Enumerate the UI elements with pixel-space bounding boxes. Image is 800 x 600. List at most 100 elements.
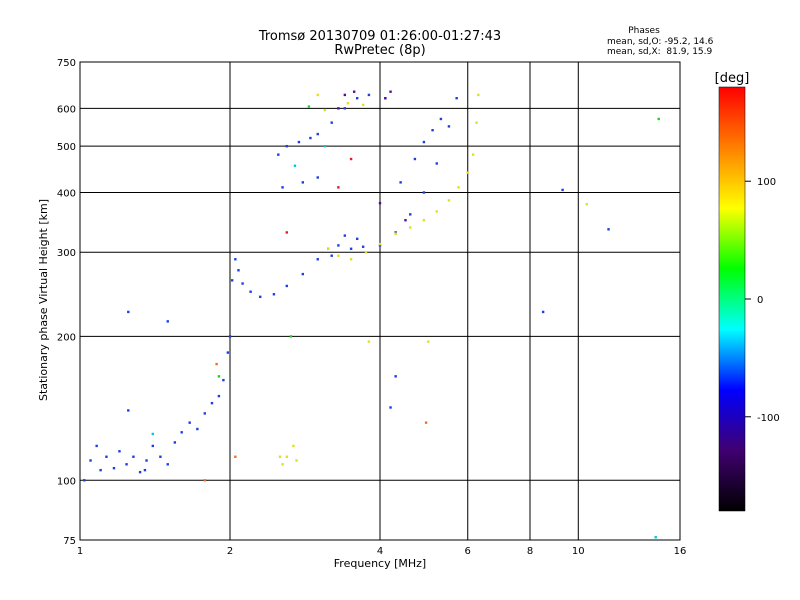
data-point xyxy=(471,153,475,156)
data-point xyxy=(210,401,214,405)
y-tick-label: 300 xyxy=(57,248,76,259)
data-point xyxy=(316,258,319,261)
data-point xyxy=(301,272,305,276)
y-tick-label: 75 xyxy=(63,536,76,547)
data-point xyxy=(427,340,430,343)
data-point xyxy=(394,231,397,234)
data-point xyxy=(541,310,545,314)
data-point xyxy=(367,340,371,343)
y-tick-label: 600 xyxy=(57,104,76,115)
data-point xyxy=(389,406,392,409)
data-point xyxy=(127,409,130,412)
y-tick-label: 100 xyxy=(57,476,76,487)
data-point xyxy=(278,455,282,458)
data-point xyxy=(561,188,564,192)
data-point xyxy=(151,432,155,436)
data-point xyxy=(384,96,387,100)
data-point xyxy=(394,375,397,378)
data-point xyxy=(125,463,128,466)
data-point xyxy=(145,459,148,462)
grid-lines xyxy=(80,62,680,540)
data-point xyxy=(431,128,434,132)
data-point xyxy=(337,254,340,257)
y-tick-label: 750 xyxy=(57,58,76,69)
data-point xyxy=(297,140,301,144)
data-point xyxy=(281,463,284,466)
data-point xyxy=(323,144,327,148)
data-point xyxy=(241,282,244,285)
data-point xyxy=(222,378,225,382)
data-point xyxy=(316,132,319,136)
data-point xyxy=(337,107,340,110)
data-point xyxy=(293,164,297,167)
data-point xyxy=(95,444,98,448)
data-point xyxy=(422,191,426,194)
data-point xyxy=(173,441,177,444)
data-point xyxy=(234,258,237,261)
colorbar-tick-label: 100 xyxy=(757,177,776,188)
data-point xyxy=(349,157,353,161)
data-point xyxy=(127,310,130,314)
data-point xyxy=(389,90,392,93)
data-point xyxy=(477,93,480,97)
x-tick-label: 16 xyxy=(674,546,687,557)
chart-subtitle: RwPretec (8p) xyxy=(334,43,425,58)
data-point xyxy=(295,459,298,462)
data-point xyxy=(343,234,347,237)
data-point xyxy=(316,176,319,179)
y-tick-label: 400 xyxy=(57,188,76,199)
data-point xyxy=(83,479,86,482)
data-point xyxy=(215,362,218,366)
data-point xyxy=(435,162,438,165)
data-point xyxy=(343,93,347,97)
x-tick-label: 6 xyxy=(465,546,471,557)
data-point xyxy=(188,421,191,424)
data-point xyxy=(289,335,293,338)
data-point xyxy=(180,431,183,434)
data-point xyxy=(378,201,382,205)
colorbar-label: [deg] xyxy=(715,71,750,86)
data-point xyxy=(361,103,365,107)
data-point xyxy=(413,157,417,161)
data-point xyxy=(409,226,412,229)
plot-frame xyxy=(79,61,681,541)
data-point xyxy=(364,251,368,254)
data-point xyxy=(143,468,147,472)
y-tick-labels: 75 100 200 300 400 500 600 750 xyxy=(57,58,76,547)
y-axis-label: Stationary phase Virtual Height [km] xyxy=(37,199,50,401)
data-point xyxy=(378,242,382,246)
data-point xyxy=(394,232,397,235)
data-point xyxy=(281,186,284,189)
data-point xyxy=(424,421,428,424)
data-point xyxy=(151,444,155,448)
data-point xyxy=(105,455,108,458)
data-point xyxy=(166,320,169,323)
data-point xyxy=(99,468,102,472)
data-point xyxy=(355,96,359,100)
data-point xyxy=(309,136,312,140)
data-point xyxy=(138,470,142,474)
data-point xyxy=(404,219,407,222)
data-point xyxy=(447,125,451,128)
x-tick-label: 2 xyxy=(227,546,233,557)
data-point xyxy=(337,186,340,189)
data-point xyxy=(132,455,135,458)
data-point xyxy=(230,279,234,282)
data-point xyxy=(166,463,169,466)
data-points xyxy=(83,90,660,539)
data-point xyxy=(217,375,221,378)
chart-title: Tromsø 20130709 01:26:00-01:27:43 xyxy=(258,29,501,44)
data-point xyxy=(654,536,657,539)
stats-line-x: mean, sd,X: 81.9, 15.9 xyxy=(607,47,713,57)
data-point xyxy=(466,171,469,174)
x-tick-label: 8 xyxy=(527,546,533,557)
data-point xyxy=(455,96,458,100)
data-point xyxy=(234,455,237,458)
data-point xyxy=(112,466,116,470)
data-point xyxy=(226,351,230,354)
data-point xyxy=(657,117,660,121)
data-point xyxy=(422,140,426,144)
data-point xyxy=(330,254,333,257)
data-point xyxy=(457,186,460,189)
data-point xyxy=(89,459,92,462)
